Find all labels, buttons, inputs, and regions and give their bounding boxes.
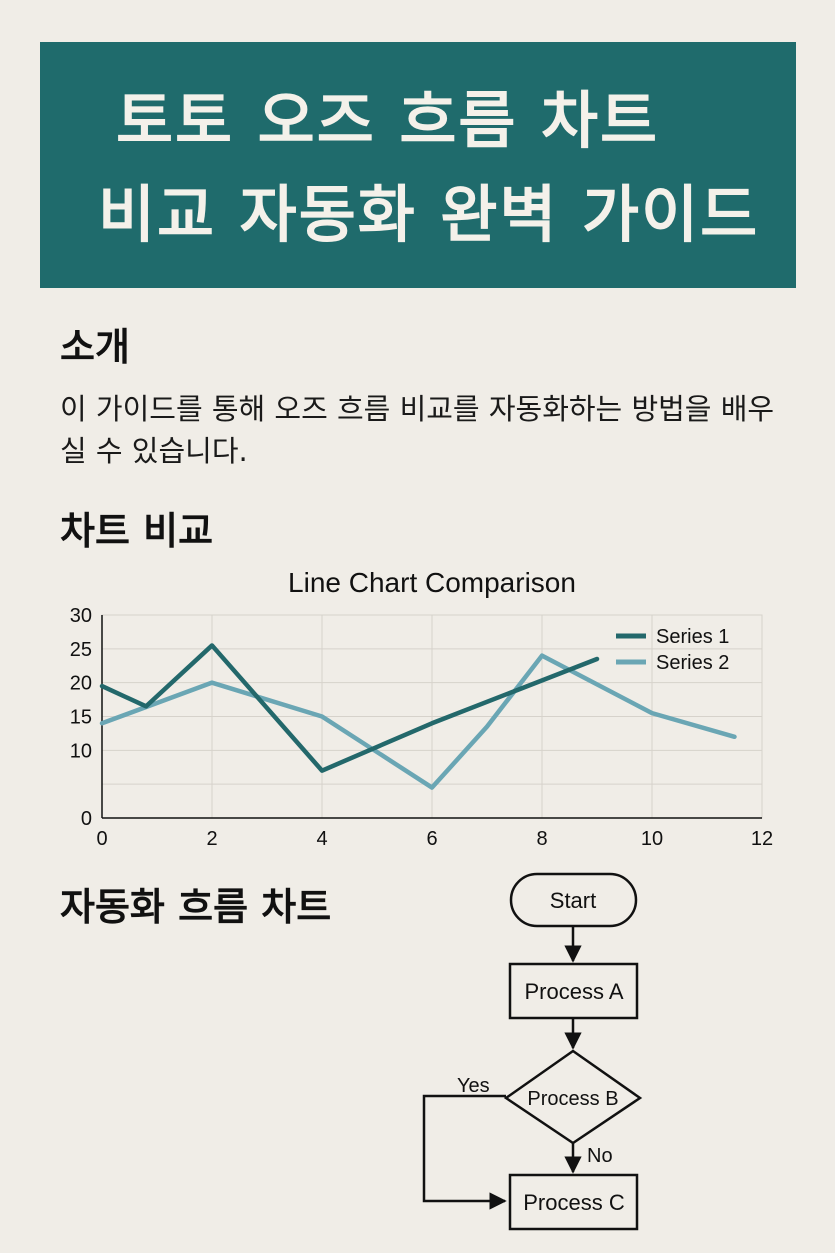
y-tick-label: 30 bbox=[70, 605, 92, 627]
y-tick-label: 20 bbox=[70, 673, 92, 695]
x-tick-label: 8 bbox=[536, 828, 547, 850]
y-tick-label: 10 bbox=[70, 740, 92, 762]
y-tick-label: 25 bbox=[70, 639, 92, 661]
process-c-node bbox=[508, 1173, 639, 1231]
x-tick-label: 10 bbox=[641, 828, 663, 850]
intro-heading: 소개 bbox=[60, 325, 130, 369]
flow-section-heading: 자동화 흐름 차트 bbox=[60, 885, 332, 929]
start-label: Start bbox=[550, 888, 596, 913]
page-title-line-1: 토토 오즈 흐름 차트 bbox=[116, 84, 660, 157]
arrow-yes-branch bbox=[422, 1094, 507, 1210]
title-banner: 토토 오즈 흐름 차트 비교 자동화 완벽 가이드 bbox=[40, 42, 796, 288]
page-title-line-2: 비교 자동화 완벽 가이드 bbox=[98, 178, 760, 251]
chart-title: Line Chart Comparison bbox=[288, 567, 576, 598]
intro-paragraph: 이 가이드를 통해 오즈 흐름 비교를 자동화하는 방법을 배우실 수 있습니다… bbox=[60, 392, 775, 468]
chart-section-heading: 차트 비교 bbox=[60, 509, 214, 553]
no-label: No bbox=[587, 1145, 613, 1167]
series-line bbox=[99, 653, 737, 790]
x-tick-label: 12 bbox=[751, 828, 773, 850]
x-tick-label: 2 bbox=[206, 828, 217, 850]
y-tick-label: 0 bbox=[81, 808, 92, 830]
legend-label: Series 1 bbox=[656, 626, 729, 648]
x-tick-label: 6 bbox=[426, 828, 437, 850]
process-a-label: Process A bbox=[524, 979, 623, 1004]
series-line bbox=[99, 643, 600, 773]
x-tick-label: 0 bbox=[96, 828, 107, 850]
x-tick-label: 4 bbox=[316, 828, 327, 850]
legend-label: Series 2 bbox=[656, 652, 729, 674]
y-tick-label: 15 bbox=[70, 707, 92, 729]
yes-label: Yes bbox=[457, 1075, 490, 1097]
process-b-label: Process B bbox=[527, 1088, 618, 1110]
process-c-label: Process C bbox=[523, 1190, 625, 1215]
